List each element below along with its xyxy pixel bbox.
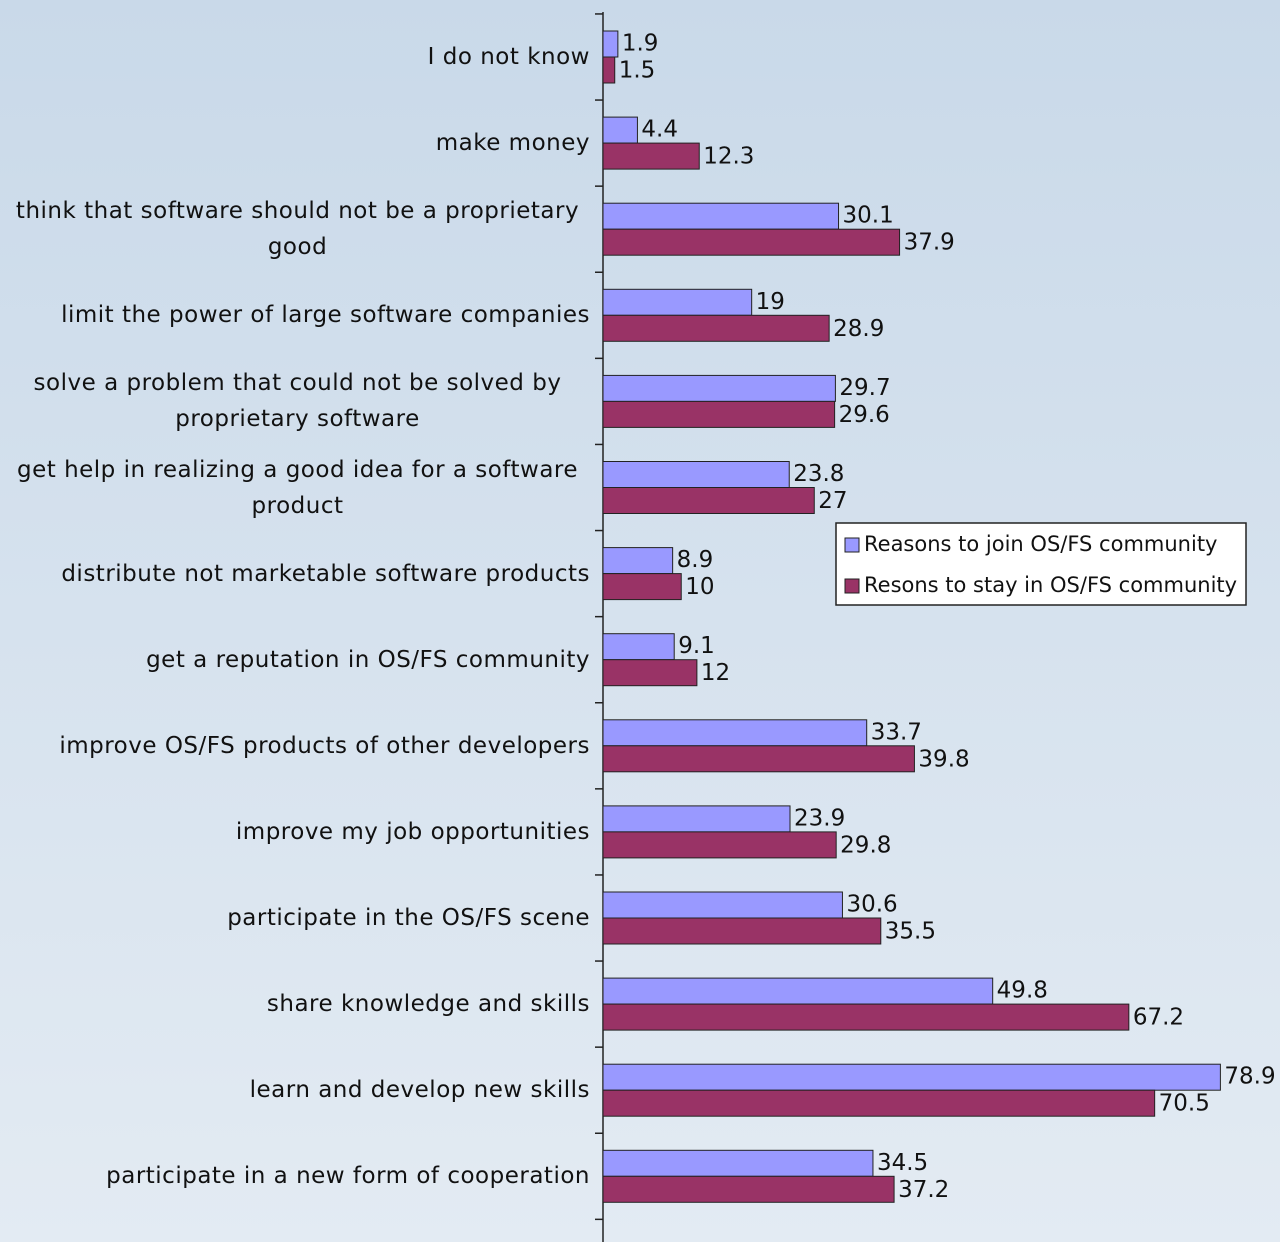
value-label: 33.7 bbox=[871, 719, 922, 745]
bar bbox=[603, 315, 829, 341]
bar bbox=[603, 488, 814, 514]
category-text: limit the power of large software compan… bbox=[61, 297, 590, 333]
bar bbox=[603, 806, 790, 832]
value-label: 37.2 bbox=[898, 1177, 949, 1203]
bar bbox=[603, 31, 618, 57]
category-label: get a reputation in OS/FS community bbox=[0, 642, 590, 678]
bar bbox=[603, 117, 637, 143]
value-label: 67.2 bbox=[1133, 1005, 1184, 1031]
value-label: 39.8 bbox=[918, 746, 969, 772]
bar bbox=[603, 57, 615, 83]
category-label: limit the power of large software compan… bbox=[0, 297, 590, 333]
category-label: participate in a new form of cooperation bbox=[0, 1158, 590, 1194]
value-label: 1.5 bbox=[619, 58, 656, 84]
category-text: improve OS/FS products of other develope… bbox=[59, 728, 590, 764]
bar bbox=[603, 143, 699, 169]
value-label: 78.9 bbox=[1224, 1064, 1275, 1090]
bar bbox=[603, 634, 674, 660]
legend-label: Reasons to join OS/FS community bbox=[864, 532, 1217, 556]
value-label: 12.3 bbox=[703, 144, 754, 170]
category-label: make money bbox=[0, 125, 590, 161]
value-label: 30.1 bbox=[843, 203, 894, 229]
value-label: 8.9 bbox=[677, 547, 714, 573]
value-label: 37.9 bbox=[904, 230, 955, 256]
category-label: solve a problem that could not be solved… bbox=[0, 365, 590, 437]
category-label: improve my job opportunities bbox=[0, 814, 590, 850]
category-label: think that software should not be a prop… bbox=[0, 193, 590, 265]
category-label: I do not know bbox=[0, 39, 590, 75]
bar bbox=[603, 746, 914, 772]
category-text: learn and develop new skills bbox=[250, 1072, 590, 1108]
value-label: 9.1 bbox=[678, 633, 715, 659]
category-text: share knowledge and skills bbox=[267, 986, 590, 1022]
bar bbox=[603, 660, 697, 686]
value-label: 1.9 bbox=[622, 31, 659, 57]
value-label: 29.7 bbox=[839, 375, 890, 401]
value-label: 49.8 bbox=[997, 978, 1048, 1004]
bar bbox=[603, 548, 673, 574]
category-label: learn and develop new skills bbox=[0, 1072, 590, 1108]
value-label: 10 bbox=[685, 574, 714, 600]
category-label: participate in the OS/FS scene bbox=[0, 900, 590, 936]
bar bbox=[603, 574, 681, 600]
value-label: 12 bbox=[701, 660, 730, 686]
bar bbox=[603, 832, 836, 858]
value-label: 35.5 bbox=[885, 919, 936, 945]
bar bbox=[603, 1176, 894, 1202]
category-text: I do not know bbox=[428, 39, 590, 75]
legend-swatch bbox=[845, 538, 859, 552]
value-label: 29.6 bbox=[839, 402, 890, 428]
value-label: 70.5 bbox=[1159, 1091, 1210, 1117]
bar bbox=[603, 401, 835, 427]
value-label: 34.5 bbox=[877, 1150, 928, 1176]
category-text: participate in a new form of cooperation bbox=[106, 1158, 590, 1194]
legend: Reasons to join OS/FS community Resons to… bbox=[836, 523, 1246, 605]
category-label: improve OS/FS products of other develope… bbox=[0, 728, 590, 764]
value-label: 23.8 bbox=[793, 461, 844, 487]
category-text: get a reputation in OS/FS community bbox=[146, 642, 590, 678]
plot: 1.91.54.412.330.137.91928.929.729.623.82… bbox=[0, 0, 1280, 1242]
bar bbox=[603, 892, 842, 918]
bar bbox=[603, 462, 789, 488]
bar bbox=[603, 1150, 873, 1176]
bar bbox=[603, 1064, 1220, 1090]
category-text: solve a problem that could not be solved… bbox=[5, 365, 590, 437]
category-text: think that software should not be a prop… bbox=[5, 193, 590, 265]
bar bbox=[603, 1090, 1155, 1116]
bar bbox=[603, 203, 839, 229]
bar bbox=[603, 375, 835, 401]
category-text: get help in realizing a good idea for a … bbox=[5, 452, 590, 524]
value-label: 4.4 bbox=[641, 117, 678, 143]
category-text: participate in the OS/FS scene bbox=[227, 900, 590, 936]
category-label: share knowledge and skills bbox=[0, 986, 590, 1022]
category-text: make money bbox=[436, 125, 590, 161]
category-text: distribute not marketable software produ… bbox=[61, 556, 590, 592]
bar bbox=[603, 289, 752, 315]
bar bbox=[603, 1004, 1129, 1030]
value-label: 28.9 bbox=[833, 316, 884, 342]
bar bbox=[603, 720, 867, 746]
category-text: improve my job opportunities bbox=[236, 814, 590, 850]
legend-swatch bbox=[845, 579, 859, 593]
category-label: distribute not marketable software produ… bbox=[0, 556, 590, 592]
value-label: 27 bbox=[818, 488, 847, 514]
value-label: 19 bbox=[756, 289, 785, 315]
bar bbox=[603, 229, 900, 255]
category-label: get help in realizing a good idea for a … bbox=[0, 452, 590, 524]
value-label: 23.9 bbox=[794, 805, 845, 831]
chart: 1.91.54.412.330.137.91928.929.729.623.82… bbox=[0, 0, 1280, 1242]
bar bbox=[603, 978, 993, 1004]
legend-label: Resons to stay in OS/FS community bbox=[864, 573, 1237, 597]
value-label: 29.8 bbox=[840, 832, 891, 858]
value-label: 30.6 bbox=[846, 892, 897, 918]
bar bbox=[603, 918, 881, 944]
